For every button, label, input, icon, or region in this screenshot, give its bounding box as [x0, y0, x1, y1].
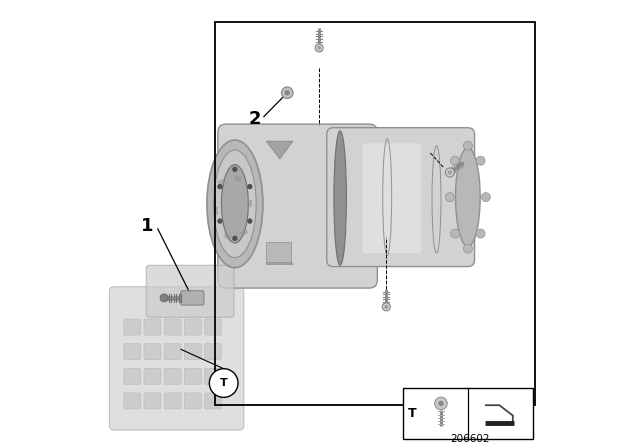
Text: 1: 1	[141, 217, 154, 235]
FancyBboxPatch shape	[144, 393, 161, 409]
Circle shape	[232, 167, 237, 172]
Bar	[234, 175, 242, 182]
Polygon shape	[266, 141, 293, 159]
Ellipse shape	[214, 150, 256, 258]
Circle shape	[217, 218, 223, 224]
Bar	[403, 388, 532, 439]
Circle shape	[232, 236, 237, 241]
FancyBboxPatch shape	[184, 344, 202, 360]
FancyBboxPatch shape	[204, 319, 221, 335]
FancyBboxPatch shape	[144, 319, 161, 335]
Circle shape	[435, 397, 447, 409]
Circle shape	[382, 303, 390, 311]
Bar	[247, 200, 252, 207]
Ellipse shape	[221, 165, 248, 243]
Bar	[240, 229, 248, 237]
Bar	[266, 242, 291, 262]
Circle shape	[481, 193, 490, 202]
FancyBboxPatch shape	[164, 344, 181, 360]
FancyBboxPatch shape	[218, 124, 378, 288]
Circle shape	[448, 170, 452, 175]
Circle shape	[384, 305, 388, 309]
FancyBboxPatch shape	[204, 393, 221, 409]
Circle shape	[247, 219, 253, 224]
Polygon shape	[266, 246, 293, 264]
Ellipse shape	[207, 140, 263, 267]
FancyBboxPatch shape	[124, 368, 141, 384]
Bar	[215, 22, 535, 405]
FancyBboxPatch shape	[164, 393, 181, 409]
Bar	[223, 233, 232, 240]
Circle shape	[463, 244, 472, 253]
FancyBboxPatch shape	[184, 368, 202, 384]
Bar	[214, 207, 218, 215]
Circle shape	[438, 401, 444, 406]
FancyBboxPatch shape	[184, 319, 202, 335]
Circle shape	[463, 141, 472, 150]
Circle shape	[445, 168, 454, 177]
FancyBboxPatch shape	[164, 368, 181, 384]
Circle shape	[282, 87, 293, 99]
FancyBboxPatch shape	[180, 291, 204, 305]
Text: T: T	[220, 378, 228, 388]
FancyBboxPatch shape	[362, 143, 421, 253]
Circle shape	[445, 193, 454, 202]
FancyBboxPatch shape	[327, 128, 475, 267]
FancyBboxPatch shape	[204, 344, 221, 360]
FancyBboxPatch shape	[109, 287, 244, 430]
Bar	[217, 178, 225, 186]
Circle shape	[209, 369, 238, 397]
FancyBboxPatch shape	[144, 344, 161, 360]
Circle shape	[317, 46, 321, 50]
FancyBboxPatch shape	[204, 368, 221, 384]
Circle shape	[315, 44, 323, 52]
Text: 2: 2	[249, 110, 261, 128]
Circle shape	[451, 229, 460, 238]
FancyBboxPatch shape	[146, 265, 234, 317]
Ellipse shape	[456, 148, 480, 246]
Text: 206602: 206602	[451, 435, 490, 444]
Ellipse shape	[334, 131, 346, 265]
FancyBboxPatch shape	[164, 319, 181, 335]
FancyBboxPatch shape	[124, 344, 141, 360]
FancyBboxPatch shape	[124, 319, 141, 335]
Text: T: T	[408, 407, 416, 420]
Circle shape	[476, 156, 485, 165]
Circle shape	[476, 229, 485, 238]
FancyBboxPatch shape	[144, 368, 161, 384]
Circle shape	[247, 184, 253, 189]
Circle shape	[451, 156, 460, 165]
Circle shape	[285, 90, 290, 95]
FancyBboxPatch shape	[124, 393, 141, 409]
FancyBboxPatch shape	[184, 393, 202, 409]
Circle shape	[217, 184, 223, 189]
Circle shape	[160, 294, 168, 302]
